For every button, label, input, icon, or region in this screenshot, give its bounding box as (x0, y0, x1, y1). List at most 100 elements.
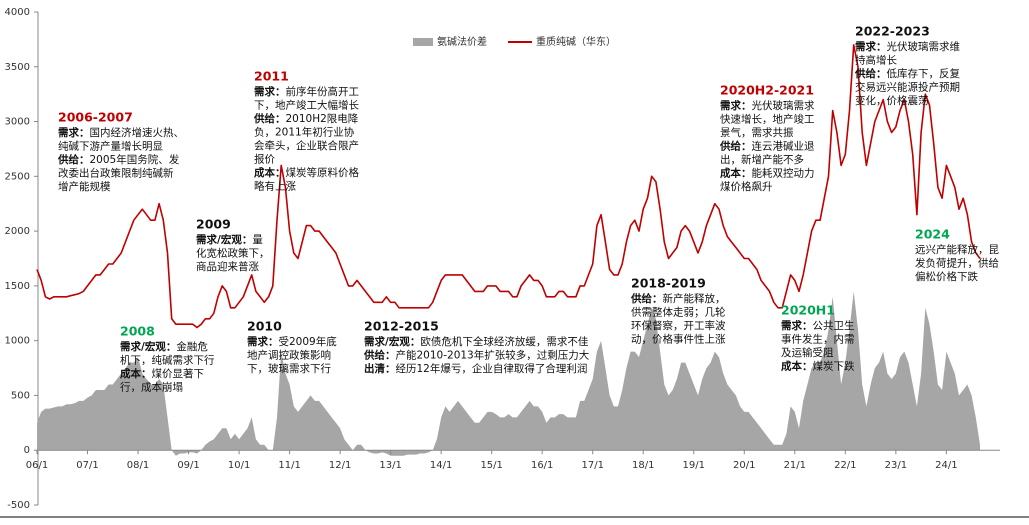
annotation-line: 成本：煤价显著下 (120, 367, 204, 380)
annotation-text: 改委出台政策限制纯碱新 (58, 167, 174, 180)
annotation-line: 供给：新产能释放， (630, 292, 726, 305)
annotation-title: 2010 (247, 319, 282, 334)
annotation-text: 增产能规模 (58, 180, 111, 193)
annotation-label: 需求： (720, 99, 752, 112)
annotation-title: 2012-2015 (364, 319, 439, 334)
annotation-text: 偏松价格下跌 (915, 270, 978, 283)
annotation-text: 持高增长 (855, 54, 897, 67)
x-tick-label: 19/1 (683, 460, 705, 471)
annotation-text: 略有上涨 (254, 180, 296, 193)
x-tick-label: 22/1 (834, 460, 856, 471)
annotation-label: 供给： (363, 349, 396, 362)
annotation-line: 供给：2005年国务院、发 (57, 153, 180, 166)
annotation-line: 机下，纯碱需求下行 (120, 354, 215, 367)
y-tick-label: 4000 (5, 7, 30, 18)
y-tick-label: 0 (24, 445, 30, 456)
x-tick-label: 16/1 (531, 460, 553, 471)
annotation-label: 成本： (781, 360, 813, 373)
annotation-line: 成本：煤炭下跌 (781, 360, 855, 373)
annotation-title: 2009 (196, 217, 231, 232)
annotation-text: 煤价格飙升 (720, 180, 773, 193)
legend-swatch (413, 38, 433, 46)
annotation-line: 变化，价格震荡 (855, 94, 929, 107)
annotation-line: 需求：公共卫生 (781, 319, 855, 332)
annotation-text: 变化，价格震荡 (855, 94, 929, 107)
x-tick-label: 17/1 (581, 460, 603, 471)
legend-label: 氨碱法价差 (437, 35, 487, 48)
annotation-label: 成本： (254, 166, 286, 179)
annotation-text: 动，价格事件性上涨 (631, 333, 726, 346)
annotation-text: 光伏玻璃需求 (752, 99, 815, 112)
annotation-line: 事件发生，内需 (781, 333, 855, 346)
y-tick-label: 2500 (5, 171, 30, 182)
annotation-line: 纯碱下游产量增长明显 (58, 140, 163, 153)
annotation-label: 需求： (781, 319, 813, 332)
annotation-line: 煤价格飙升 (720, 180, 773, 193)
annotation-line: 需求/宏观：欧债危机下全球经济放缓，需求不佳 (364, 335, 589, 348)
annotation-text: 公共卫生 (813, 319, 855, 332)
x-tick-label: 11/1 (278, 460, 300, 471)
annotation-line: 需求：前序年份高开工 (254, 85, 359, 98)
annotation-line: 供给：连云港碱业退 (719, 140, 815, 153)
x-tick-label: 14/1 (430, 460, 452, 471)
annotation-line: 负，2011年初行业协 (254, 126, 355, 139)
annotation-label: 供给： (854, 67, 887, 80)
x-tick-label: 07/1 (76, 460, 98, 471)
annotation-text: 事件发生，内需 (781, 333, 855, 346)
annotation-line: 化宽松政策下， (196, 247, 270, 260)
annotation-text: 化宽松政策下， (196, 247, 270, 260)
line (36, 44, 981, 329)
annotation-label: 需求： (855, 40, 887, 53)
annotation-text: 低库存下，反复 (887, 67, 961, 80)
annotation-line: 供需整体走弱；几轮 (631, 306, 726, 319)
annotation-label: 成本： (720, 167, 752, 180)
annotation-label: 供给： (253, 112, 286, 125)
annotation-text: 会牵头，企业联合限产 (254, 139, 359, 152)
annotation-text: 行，成本崩塌 (120, 381, 183, 394)
annotation-label: 供给： (719, 140, 752, 153)
annotation-title: 2008 (120, 324, 155, 339)
x-tick-label: 08/1 (127, 460, 149, 471)
annotation-title: 2020H2-2021 (720, 83, 814, 98)
annotation-line: 及运输受阻 (781, 346, 834, 359)
annotation-text: 及运输受阻 (781, 346, 834, 359)
annotation-line: 需求：国内经济增速火热、 (58, 126, 184, 139)
annotation-text: 下，地产竣工大幅增长 (254, 99, 359, 112)
annotation-text: 煤炭下跌 (813, 360, 855, 373)
annotation-line: 行，成本崩塌 (120, 381, 183, 394)
x-tick-label: 18/1 (632, 460, 654, 471)
annotation-text: 商品迎来普涨 (196, 260, 259, 273)
annotation-line: 持高增长 (855, 54, 897, 67)
x-tick-label: 20/1 (733, 460, 755, 471)
x-tick-label: 13/1 (379, 460, 401, 471)
annotation-label: 出清： (364, 362, 396, 375)
annotation-title: 2011 (254, 69, 289, 84)
annotation-text: 交易远兴能源投产预期 (855, 81, 960, 94)
annotation-line: 供给：产能2010-2013年扩张较多，过剩压力大 (363, 349, 590, 362)
annotation-line: 需求/宏观：量 (196, 233, 263, 246)
annotation-line: 下，地产竣工大幅增长 (254, 99, 359, 112)
x-tick-label: 10/1 (228, 460, 250, 471)
annotation-text: 经历12年爆亏，企业自律取得了合理利润 (396, 362, 588, 375)
x-tick-label: 24/1 (935, 460, 957, 471)
annotation-text: 负，2011年初行业协 (254, 126, 355, 139)
annotation-text: 连云港碱业退 (752, 140, 815, 153)
annotation-text: 前序年份高开工 (286, 85, 360, 98)
annotation-line: 出清：经历12年爆亏，企业自律取得了合理利润 (364, 362, 587, 375)
annotation-text: 下，玻璃需求下行 (247, 362, 331, 375)
y-tick-label: 500 (11, 390, 30, 401)
annotation-line: 改委出台政策限制纯碱新 (58, 167, 174, 180)
annotation-line: 景气，需求共振 (720, 126, 794, 139)
annotation-label: 需求： (254, 85, 286, 98)
annotation-label: 需求： (247, 335, 279, 348)
annotation-text: 产能2010-2013年扩张较多，过剩压力大 (396, 349, 590, 362)
annotation-title: 2022-2023 (855, 24, 930, 39)
annotation-line: 远兴产能释放，昆 (915, 243, 999, 256)
annotation-line: 动，价格事件性上涨 (631, 333, 726, 346)
annotation-line: 需求：光伏玻璃需求维 (855, 40, 960, 53)
annotation-text: 景气，需求共振 (720, 126, 794, 139)
annotation-text: 受2009年底 (279, 335, 338, 348)
area (37, 291, 980, 456)
annotation-text: 发负荷提升，供给 (915, 257, 999, 270)
y-tick-label: -500 (7, 500, 30, 511)
